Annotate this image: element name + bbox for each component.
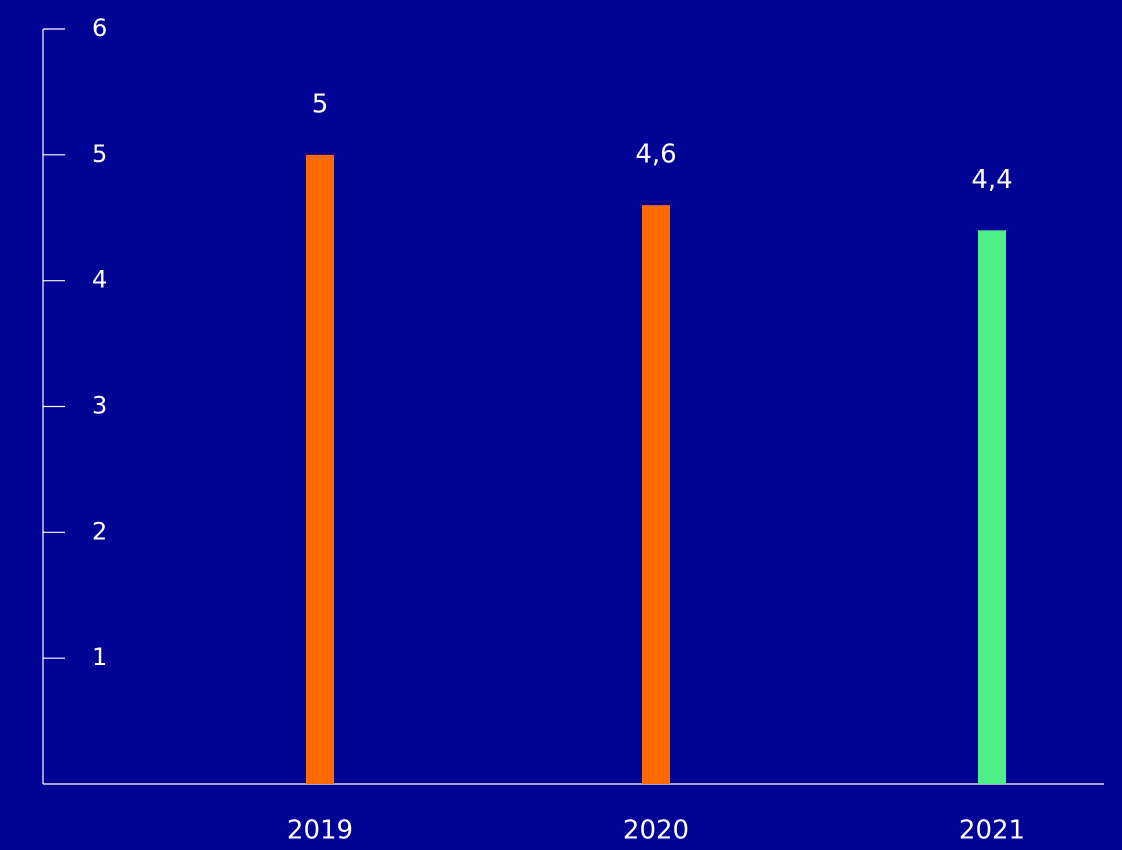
x-label-2019: 2019 <box>287 816 353 846</box>
bar-2019 <box>306 154 334 785</box>
y-tick-label: 1 <box>92 643 107 671</box>
x-label-2021: 2021 <box>959 816 1025 846</box>
y-tick-label: 4 <box>92 266 107 294</box>
bar-2021 <box>978 230 1006 785</box>
y-axis-ticks: 1 2 3 4 5 6 <box>43 14 107 671</box>
y-tick-label: 6 <box>92 14 107 42</box>
data-label-2021: 4,4 <box>971 165 1012 195</box>
data-label-2020: 4,6 <box>635 140 676 170</box>
y-tick-label: 2 <box>92 517 107 545</box>
bars <box>306 154 1006 785</box>
y-tick-label: 5 <box>92 140 107 168</box>
y-tick-label: 3 <box>92 392 107 420</box>
data-label-2019: 5 <box>312 89 329 119</box>
data-labels: 5 4,6 4,4 <box>312 89 1013 194</box>
bar-2020 <box>642 205 670 784</box>
x-axis-labels: 2019 2020 2021 <box>287 816 1025 846</box>
x-label-2020: 2020 <box>623 816 689 846</box>
